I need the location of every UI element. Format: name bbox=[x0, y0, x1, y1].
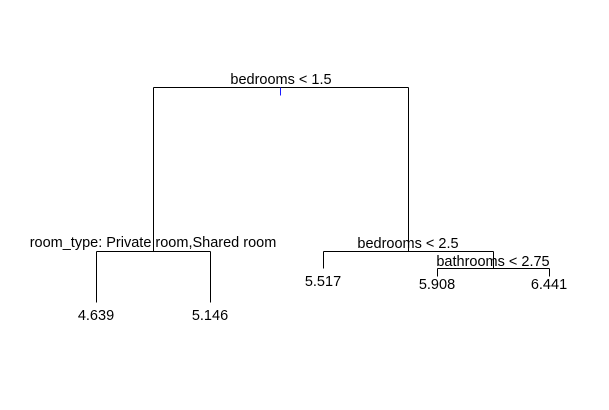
leaf-value: 5.908 bbox=[419, 277, 455, 293]
left-split-node: room_type: Private room,Shared room bbox=[30, 235, 277, 303]
leaf-value: 4.639 bbox=[78, 308, 114, 324]
leaf-value: 5.146 bbox=[192, 308, 228, 324]
right-right-split-label: bathrooms < 2.75 bbox=[436, 254, 549, 270]
right-split-node: bedrooms < 2.5 bbox=[323, 236, 494, 269]
leaf-value: 6.441 bbox=[531, 277, 567, 293]
leaf-value: 5.517 bbox=[305, 274, 341, 290]
root-split-label: bedrooms < 1.5 bbox=[230, 72, 331, 88]
right-split-label: bedrooms < 2.5 bbox=[357, 236, 458, 252]
right-right-split-node: bathrooms < 2.75 bbox=[436, 254, 550, 277]
left-split-label: room_type: Private room,Shared room bbox=[30, 235, 277, 251]
root-split-node: bedrooms < 1.5 bbox=[153, 72, 409, 252]
